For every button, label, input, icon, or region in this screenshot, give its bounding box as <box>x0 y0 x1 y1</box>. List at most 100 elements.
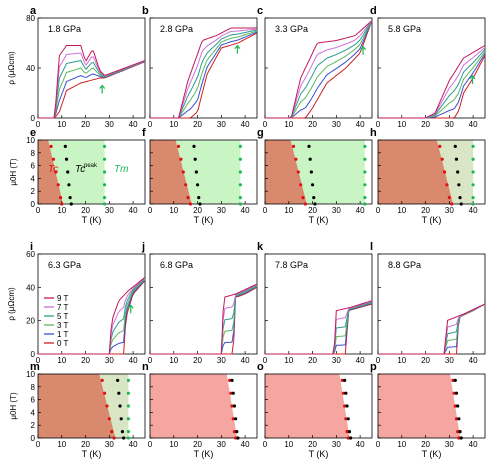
panel-m-xtick-label: 0 <box>36 440 41 449</box>
panel-i-xtick-label: 20 <box>81 356 90 365</box>
panel-a-curve-9T <box>38 45 146 119</box>
panel-o-tcpeak-point <box>347 430 352 434</box>
panel-n-tcpeak-point <box>235 430 239 434</box>
panel-k-xtick-label: 10 <box>284 356 293 365</box>
panel-l-xtick-label: 40 <box>469 356 478 365</box>
panel-m-xtick-label: 10 <box>57 440 66 449</box>
panel-f-tcpeak-point <box>193 157 197 161</box>
panel-n-tc-point <box>231 417 235 421</box>
panel-c-xtick-label: 30 <box>332 120 341 129</box>
panel-b-xtick-label: 0 <box>148 120 153 129</box>
panel-m-tcpeak-point <box>116 378 120 382</box>
panel-g-xtick-label: 30 <box>332 206 341 215</box>
panel-m-normal-region <box>99 374 129 438</box>
panel-a-curve-0T <box>38 61 146 119</box>
panel-i-xtick-label: 10 <box>57 356 66 365</box>
panel-p-tcpeak-point <box>453 378 457 382</box>
panel-k-letter: k <box>257 241 264 253</box>
panel-j-xtick-label: 10 <box>169 356 178 365</box>
panel-m-ytick-label: 2 <box>31 421 36 430</box>
panel-e-tm-point <box>102 202 107 206</box>
panel-p-tc-point <box>452 391 456 395</box>
panel-h-tm-point <box>471 196 475 200</box>
panel-h-xtick-label: 0 <box>376 206 381 215</box>
panel-k-curve-1T <box>265 302 373 355</box>
panel-n-tcpeak-point <box>231 391 235 395</box>
panel-e-tcpeak-point <box>69 202 73 206</box>
panel-m-tcpeak-point <box>118 404 122 408</box>
panel-m-tm-point <box>126 378 130 382</box>
panel-j-curve-3T <box>150 285 258 355</box>
panel-e-ytick-label: 8 <box>31 149 36 158</box>
panel-m-tcpeak-point <box>119 417 123 421</box>
panel-g-tc-point <box>299 183 303 187</box>
panel-d-curve-9T <box>378 45 486 119</box>
annotation-tm: Tm <box>114 164 128 175</box>
panel-n-tc-point <box>229 391 233 395</box>
panel-f-tc-point <box>188 202 193 206</box>
panel-e-letter: e <box>30 127 36 139</box>
panel-h-tc-point <box>442 170 447 174</box>
panel-f-tm-point <box>238 183 242 187</box>
panel-h-xlabel: T (K) <box>422 215 442 225</box>
panel-o-tc-point <box>346 436 350 440</box>
panel-m-ytick-label: 10 <box>26 370 35 379</box>
panel-a-arrow <box>99 84 106 94</box>
panel-m-tm-point <box>126 430 130 434</box>
panel-e-xtick-label: 30 <box>105 206 114 215</box>
panel-k-pressure: 7.8 GPa <box>275 260 308 270</box>
panel-p-tc-point <box>451 378 455 382</box>
panel-p-tc-point <box>454 417 459 421</box>
panel-m-xtick-label: 30 <box>105 440 114 449</box>
panel-m-sc-region <box>38 374 116 438</box>
panel-l-xtick-label: 10 <box>397 356 406 365</box>
panel-g-tcpeak-point <box>309 170 313 174</box>
panel-n-xtick-label: 20 <box>193 440 202 449</box>
panel-e-ytick-label: 2 <box>31 187 36 196</box>
panel-e-normal-region <box>48 140 105 204</box>
panel-d-xtick-label: 40 <box>469 120 478 129</box>
panel-e-tc-point <box>54 170 58 174</box>
panel-h-tcpeak-point <box>458 196 462 200</box>
panel-e-ytick-label: 4 <box>31 174 36 183</box>
panel-m-tm-point <box>126 404 130 408</box>
panel-d-xtick-label: 0 <box>376 120 381 129</box>
panel-n-xtick-label: 30 <box>217 440 226 449</box>
panel-g-tm-point <box>363 196 367 200</box>
panel-i-letter: i <box>30 241 33 253</box>
panel-g-xtick-label: 0 <box>263 206 268 215</box>
panel-o-xtick-label: 20 <box>308 440 317 449</box>
panel-e-sc-region <box>38 140 64 204</box>
panel-k-curve-3T <box>265 302 373 355</box>
panel-i-curve-7T <box>38 277 146 355</box>
panel-o-tcpeak-point <box>346 417 350 421</box>
panel-e-tcpeak-point <box>67 183 71 187</box>
panel-i-xtick-label: 0 <box>36 356 41 365</box>
panel-b-curve-1T <box>150 31 258 119</box>
panel-g-tc-point <box>296 170 300 174</box>
annotation-tcpeak: Tc <box>75 164 85 175</box>
panel-g-xtick-label: 20 <box>308 206 317 215</box>
panel-i-ytick-label: 0 <box>31 350 36 359</box>
panel-g-normal-region <box>290 140 365 204</box>
legend-label: 7 T <box>57 303 69 312</box>
panel-a-xtick-label: 20 <box>81 120 90 129</box>
panel-g-sc-region <box>265 140 307 204</box>
panel-e-xtick-label: 0 <box>36 206 41 215</box>
panel-p-tc-point <box>453 404 457 408</box>
panel-f-tm-point <box>238 170 242 174</box>
panel-o-tc-point <box>343 404 347 408</box>
panel-p-tcpeak-point <box>454 391 459 395</box>
panel-d-letter: d <box>370 5 377 17</box>
panel-m-tm-point <box>126 417 130 421</box>
panel-i-curve-0T <box>38 280 146 355</box>
panel-h-xtick-label: 40 <box>469 206 478 215</box>
panel-m-tcpeak-point <box>122 436 126 440</box>
panel-h-tc-point <box>450 202 454 206</box>
panel-d-xtick-label: 20 <box>421 120 430 129</box>
panel-f-normal-region <box>175 140 241 204</box>
panel-h-tc-point <box>438 144 442 148</box>
panel-o-tc-point <box>340 378 344 382</box>
panel-l-xtick-label: 30 <box>445 356 454 365</box>
